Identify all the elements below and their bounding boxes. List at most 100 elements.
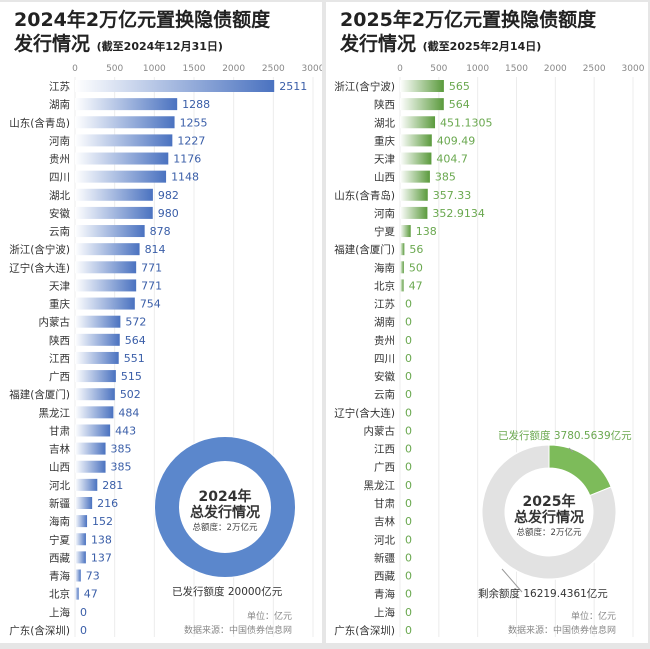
value-label: 0	[405, 497, 412, 510]
value-label: 0	[405, 570, 412, 583]
category-label: 河北	[49, 480, 70, 492]
value-label: 814	[145, 243, 166, 256]
value-label: 1176	[173, 153, 201, 166]
title-line1: 2025年2万亿元置换隐债额度	[340, 9, 597, 31]
value-label: 0	[405, 406, 412, 419]
category-label: 黑龙江	[364, 479, 396, 492]
bar	[75, 587, 79, 600]
value-label: 357.33	[433, 189, 472, 202]
bar	[400, 243, 405, 256]
category-label: 甘肃	[374, 497, 395, 510]
bar	[75, 297, 135, 310]
bar	[400, 261, 404, 274]
value-label: 564	[125, 334, 146, 347]
bar	[75, 279, 137, 292]
value-label: 50	[409, 261, 423, 274]
donut-center-total: 总额度：2万亿元	[193, 522, 258, 533]
x-tick-label: 3000	[622, 64, 645, 74]
x-tick-label: 2500	[262, 64, 285, 74]
value-label: 385	[111, 461, 132, 474]
bar	[75, 496, 93, 509]
x-tick-label: 1000	[143, 64, 166, 74]
bar	[400, 98, 444, 111]
chart-title-2025: 2025年2万亿元置换隐债额度 发行情况 (截至2025年2月14日)	[340, 8, 596, 59]
category-label: 四川	[374, 353, 395, 365]
source-note: 数据来源：中国债券信息网	[184, 624, 292, 636]
subtitle: (截至2024年12月31日)	[96, 40, 223, 53]
value-label: 0	[405, 479, 412, 492]
category-label: 山西	[49, 462, 70, 474]
value-label: 0	[405, 334, 412, 347]
category-label: 海南	[49, 515, 70, 528]
value-label: 1288	[182, 98, 210, 111]
donut-chart	[481, 444, 617, 580]
value-label: 47	[409, 279, 423, 292]
bar	[400, 152, 432, 165]
category-label: 云南	[49, 225, 70, 238]
category-label: 广西	[49, 371, 70, 383]
value-label: 56	[409, 243, 423, 256]
title-line1: 2024年2万亿元置换隐债额度	[14, 9, 271, 31]
value-label: 0	[405, 352, 412, 365]
bar	[75, 225, 145, 238]
value-label: 451.1305	[440, 116, 493, 129]
category-label: 江苏	[374, 298, 395, 311]
category-label: 浙江(含宁波)	[334, 80, 395, 93]
value-label: 0	[405, 588, 412, 601]
value-label: 572	[125, 316, 146, 329]
value-label: 152	[92, 515, 113, 528]
bar	[400, 279, 404, 292]
value-label: 754	[140, 298, 161, 311]
title-line2-row: 发行情况 (截至2024年12月31日)	[14, 32, 270, 59]
x-tick-label: 0	[72, 64, 78, 74]
category-label: 内蒙古	[39, 316, 71, 329]
category-label: 辽宁(含大连)	[9, 261, 70, 274]
bar	[75, 134, 173, 147]
bar	[75, 388, 115, 401]
value-label: 47	[84, 588, 98, 601]
donut-center-title: 总发行情况	[514, 509, 584, 526]
bar	[75, 370, 116, 383]
value-label: 73	[86, 570, 100, 583]
category-label: 广西	[374, 462, 395, 474]
title-line2-row: 发行情况 (截至2025年2月14日)	[340, 32, 596, 59]
bar	[400, 170, 430, 183]
category-label: 内蒙古	[364, 424, 396, 437]
value-label: 771	[141, 279, 162, 292]
donut-slice	[481, 444, 617, 580]
value-label: 551	[124, 352, 145, 365]
category-label: 江西	[49, 353, 70, 365]
bar-chart-2024: 0 500 1000 1500 2000 2500 3000 江苏 2511 湖南 1288 山东(含…	[9, 64, 322, 637]
bar	[75, 80, 275, 92]
category-label: 辽宁(含大连)	[334, 406, 395, 419]
bar	[75, 116, 175, 129]
category-label: 贵州	[374, 334, 395, 347]
category-label: 海南	[374, 261, 395, 274]
donut-center-year: 2024年	[199, 488, 252, 505]
category-label: 河南	[374, 207, 395, 220]
donut-chart	[154, 436, 296, 578]
category-label: 西藏	[49, 552, 70, 564]
bar	[75, 533, 86, 546]
value-label: 484	[118, 406, 139, 419]
category-label: 山东(含青岛)	[334, 189, 395, 202]
value-label: 0	[405, 388, 412, 401]
value-label: 281	[102, 479, 123, 492]
category-label: 河北	[374, 534, 395, 546]
category-label: 西藏	[374, 571, 395, 583]
x-tick-label: 500	[430, 64, 447, 74]
value-label: 0	[405, 606, 412, 619]
bar	[75, 206, 153, 219]
donut-center-year: 2025年	[523, 493, 576, 510]
x-tick-label: 500	[106, 64, 123, 74]
bar	[75, 551, 86, 564]
unit-note: 单位：亿元	[247, 610, 292, 622]
category-label: 江西	[374, 444, 395, 456]
category-label: 吉林	[374, 515, 395, 528]
bar	[75, 442, 106, 455]
donut-label-issued: 已发行额度 3780.5639亿元	[498, 429, 632, 442]
bar	[75, 478, 98, 491]
category-label: 山东(含青岛)	[9, 116, 70, 129]
value-label: 0	[405, 316, 412, 329]
